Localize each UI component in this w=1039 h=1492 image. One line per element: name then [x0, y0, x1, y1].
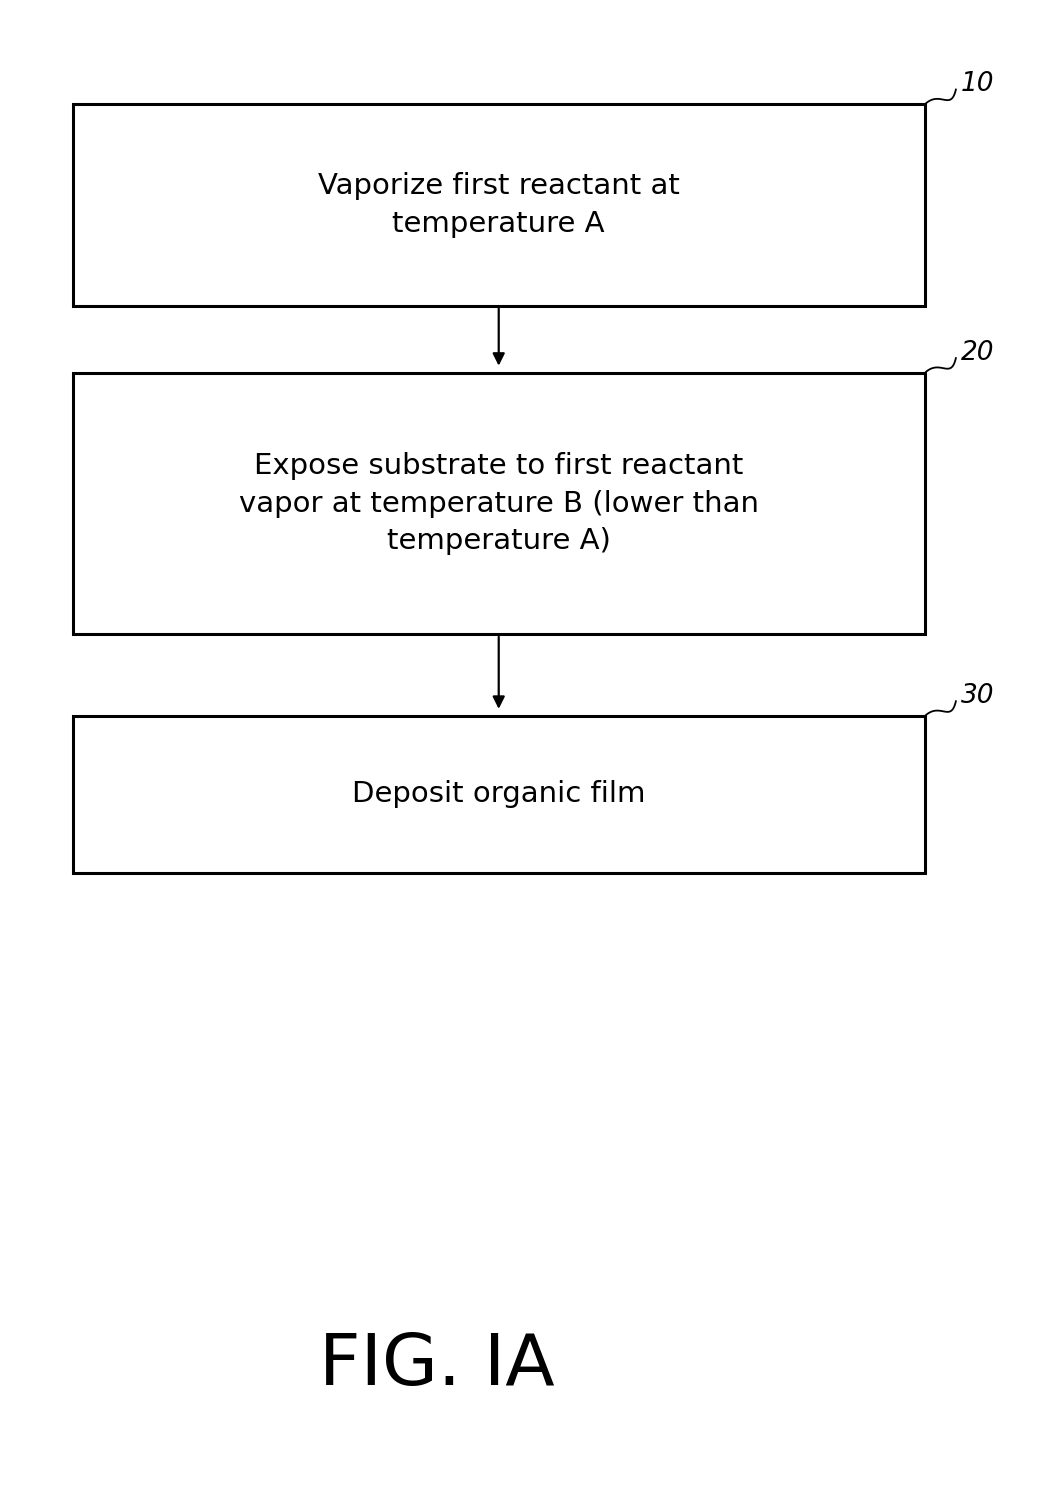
Text: 30: 30	[961, 683, 994, 709]
FancyBboxPatch shape	[73, 716, 925, 873]
Text: 10: 10	[961, 72, 994, 97]
Text: 20: 20	[961, 340, 994, 366]
Text: FIG. IA: FIG. IA	[319, 1331, 554, 1399]
Text: Vaporize first reactant at
temperature A: Vaporize first reactant at temperature A	[318, 172, 680, 239]
FancyBboxPatch shape	[73, 104, 925, 306]
Text: Deposit organic film: Deposit organic film	[352, 780, 645, 809]
Text: Expose substrate to first reactant
vapor at temperature B (lower than
temperatur: Expose substrate to first reactant vapor…	[239, 452, 758, 555]
FancyBboxPatch shape	[73, 373, 925, 634]
